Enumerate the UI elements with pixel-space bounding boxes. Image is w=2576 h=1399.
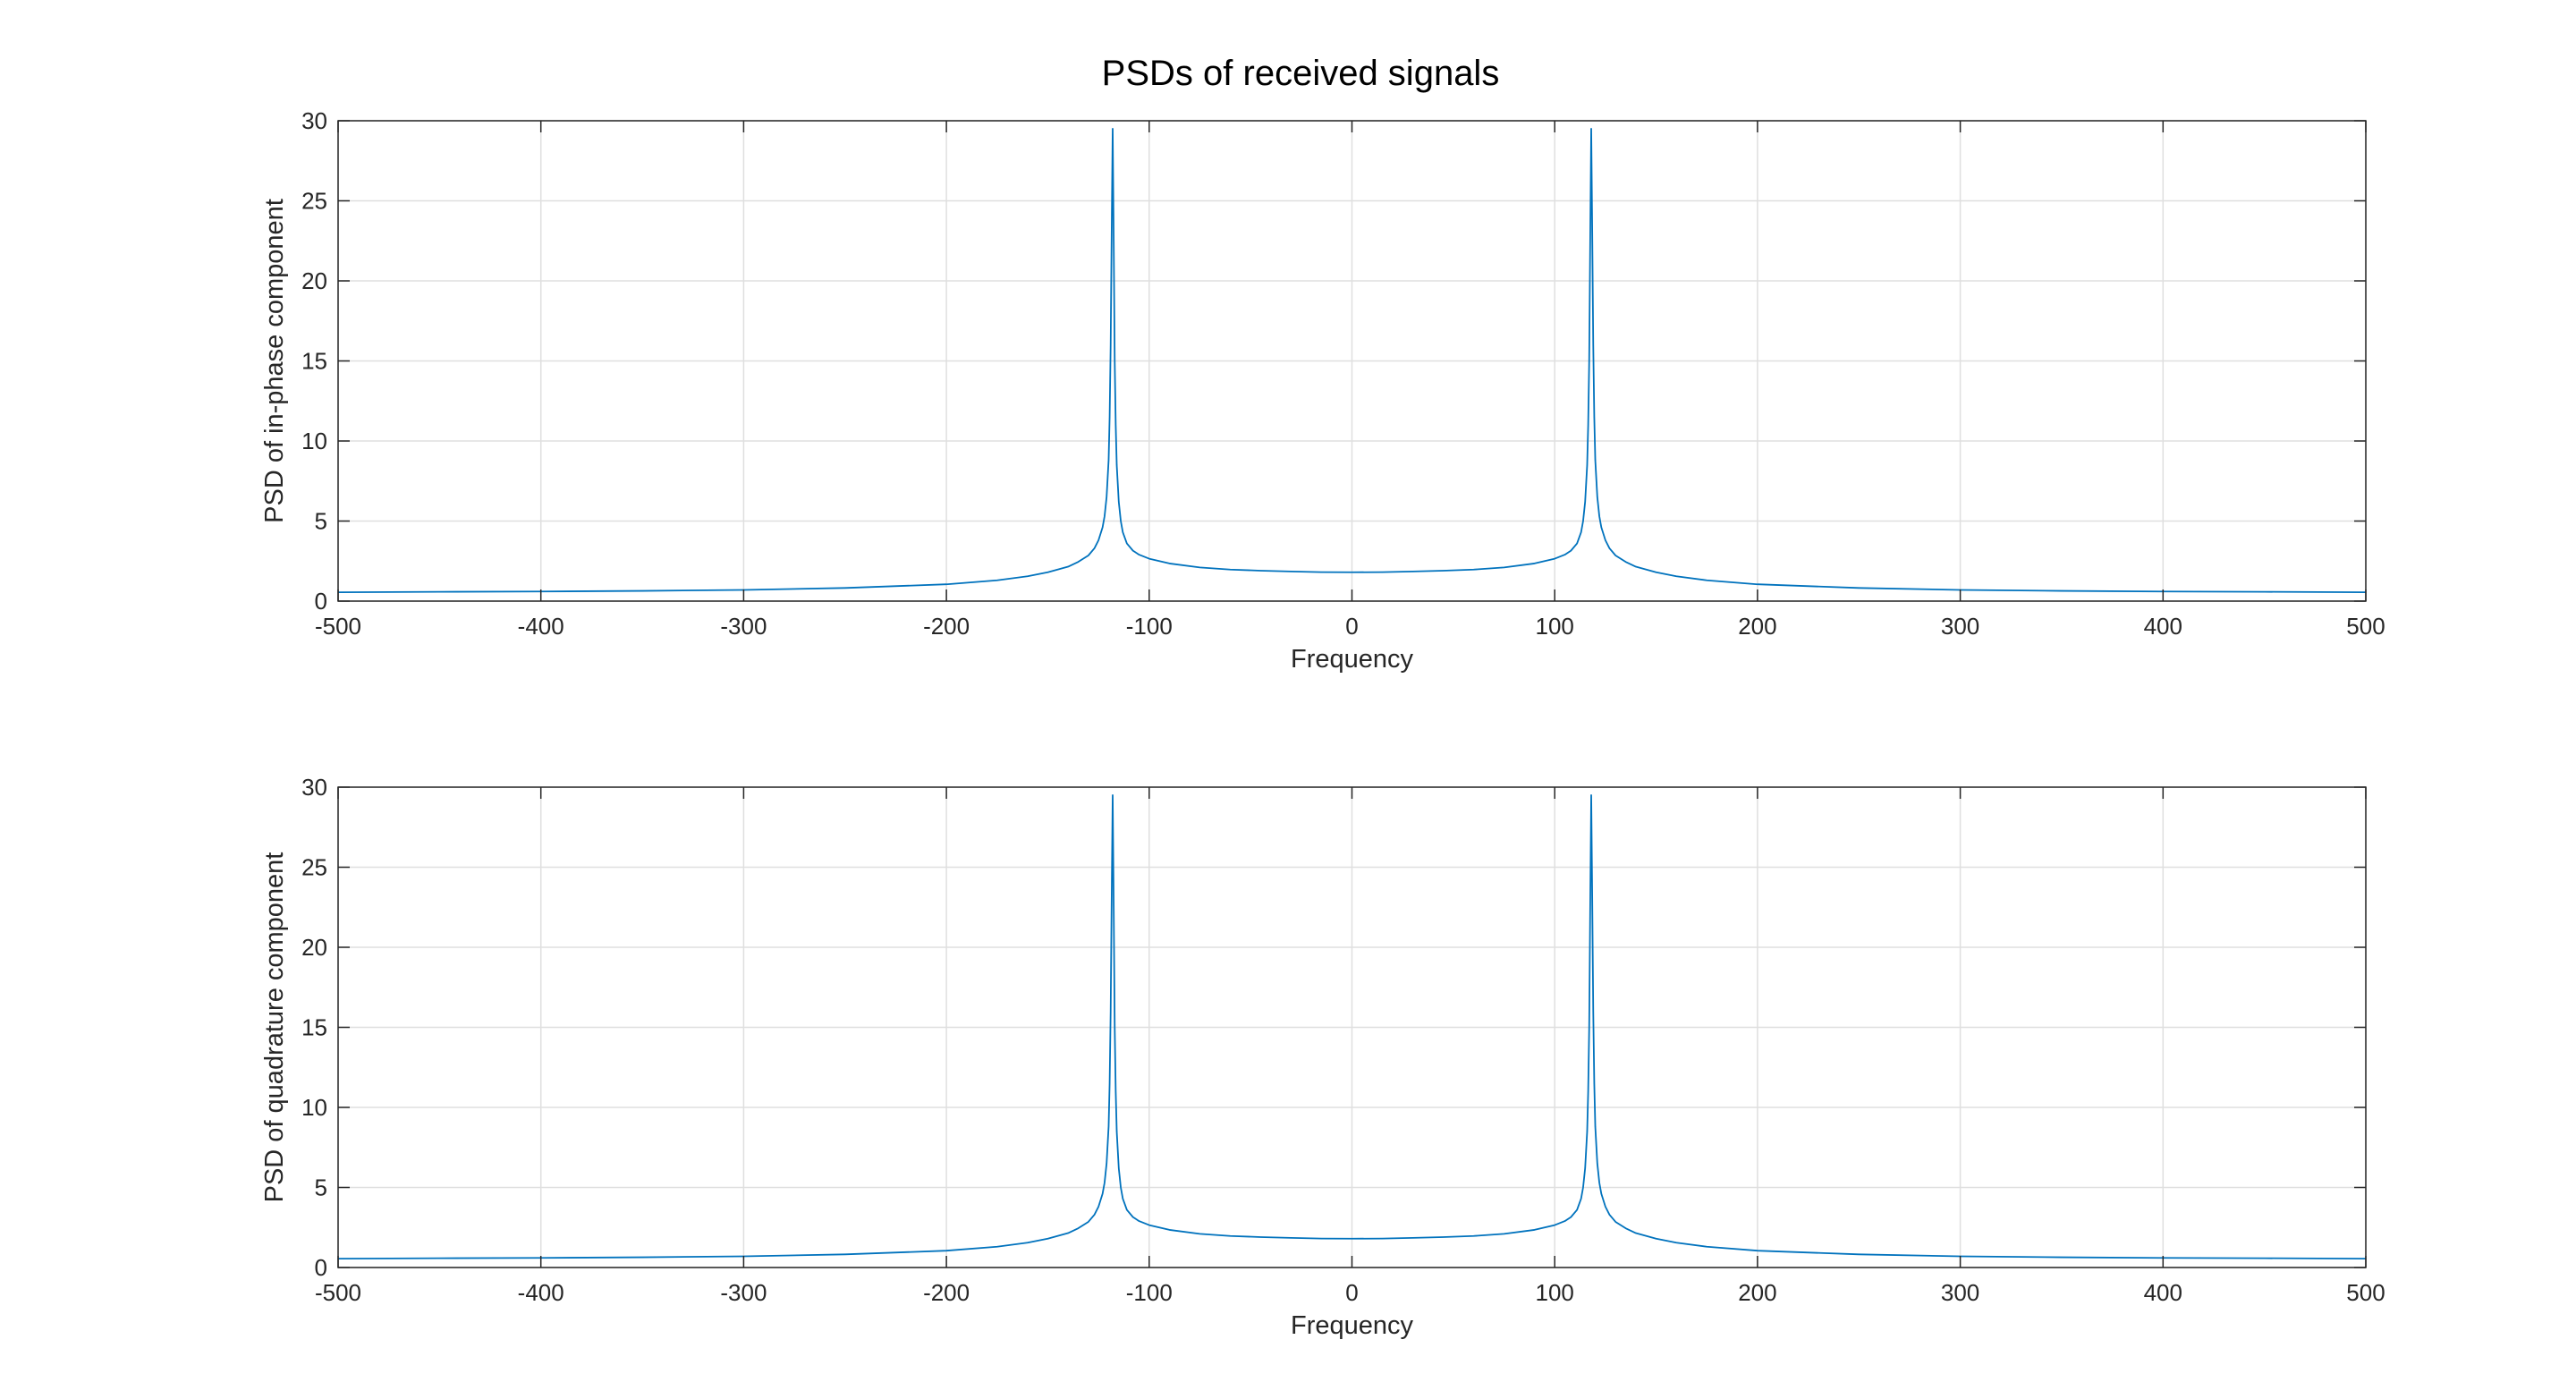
y-tick-label: 25 [301,854,327,881]
x-axis-label: Frequency [1291,645,1414,674]
x-tick-label: -100 [1126,613,1173,640]
x-tick-label: -500 [315,1279,361,1306]
x-tick-label: 400 [2144,613,2182,640]
x-tick-label: -300 [720,613,767,640]
x-tick-label: 300 [1941,613,1979,640]
x-tick-label: -400 [518,1279,564,1306]
x-tick-label: 200 [1738,1279,1776,1306]
y-axis-label: PSD of quadrature component [260,852,289,1203]
x-tick-label: 400 [2144,1279,2182,1306]
y-tick-label: 20 [301,267,327,294]
subplot-2: -500 -400 -300 -200 -100 0 100 200 300 400 500 0 5 10… [260,774,2385,1340]
series-line-1 [337,794,2367,1260]
x-tick-label: 0 [1345,1279,1358,1306]
y-tick-label: 0 [315,1254,327,1281]
x-tick-label: 500 [2346,613,2385,640]
figure-title: PSDs of received signals [1102,54,1500,93]
x-tick-label: 300 [1941,1279,1979,1306]
y-tick-label: 0 [315,588,327,615]
y-tick-label: 30 [301,774,327,801]
y-tick-label: 15 [301,348,327,375]
x-tick-label: -300 [720,1279,767,1306]
x-tick-label: -500 [315,613,361,640]
x-tick-label: 100 [1536,1279,1574,1306]
y-axis-label: PSD of in-phase component [260,199,289,523]
x-tick-label: 100 [1536,613,1574,640]
y-tick-label: 25 [301,188,327,215]
y-tick-label: 10 [301,1094,327,1121]
y-tick-label: 5 [315,508,327,535]
x-tick-label: -400 [518,613,564,640]
x-tick-label: 500 [2346,1279,2385,1306]
y-tick-label: 15 [301,1014,327,1041]
subplots: -500 -400 -300 -200 -100 0 100 200 300 400 5000510… [260,107,2385,1340]
y-tick-label: 5 [315,1174,327,1201]
x-tick-label: 200 [1738,613,1776,640]
subplot-1: -500 -400 -300 -200 -100 0 100 200 300 400 500 0 5 10… [260,107,2385,674]
x-tick-label: -100 [1126,1279,1173,1306]
x-tick-label: 0 [1345,613,1358,640]
y-tick-label: 20 [301,934,327,961]
x-tick-label: -200 [923,1279,970,1306]
x-tick-label: -200 [923,613,970,640]
x-axis-label: Frequency [1291,1311,1414,1340]
y-tick-label: 10 [301,428,327,454]
series-line-1 [337,128,2367,594]
y-tick-label: 30 [301,107,327,134]
